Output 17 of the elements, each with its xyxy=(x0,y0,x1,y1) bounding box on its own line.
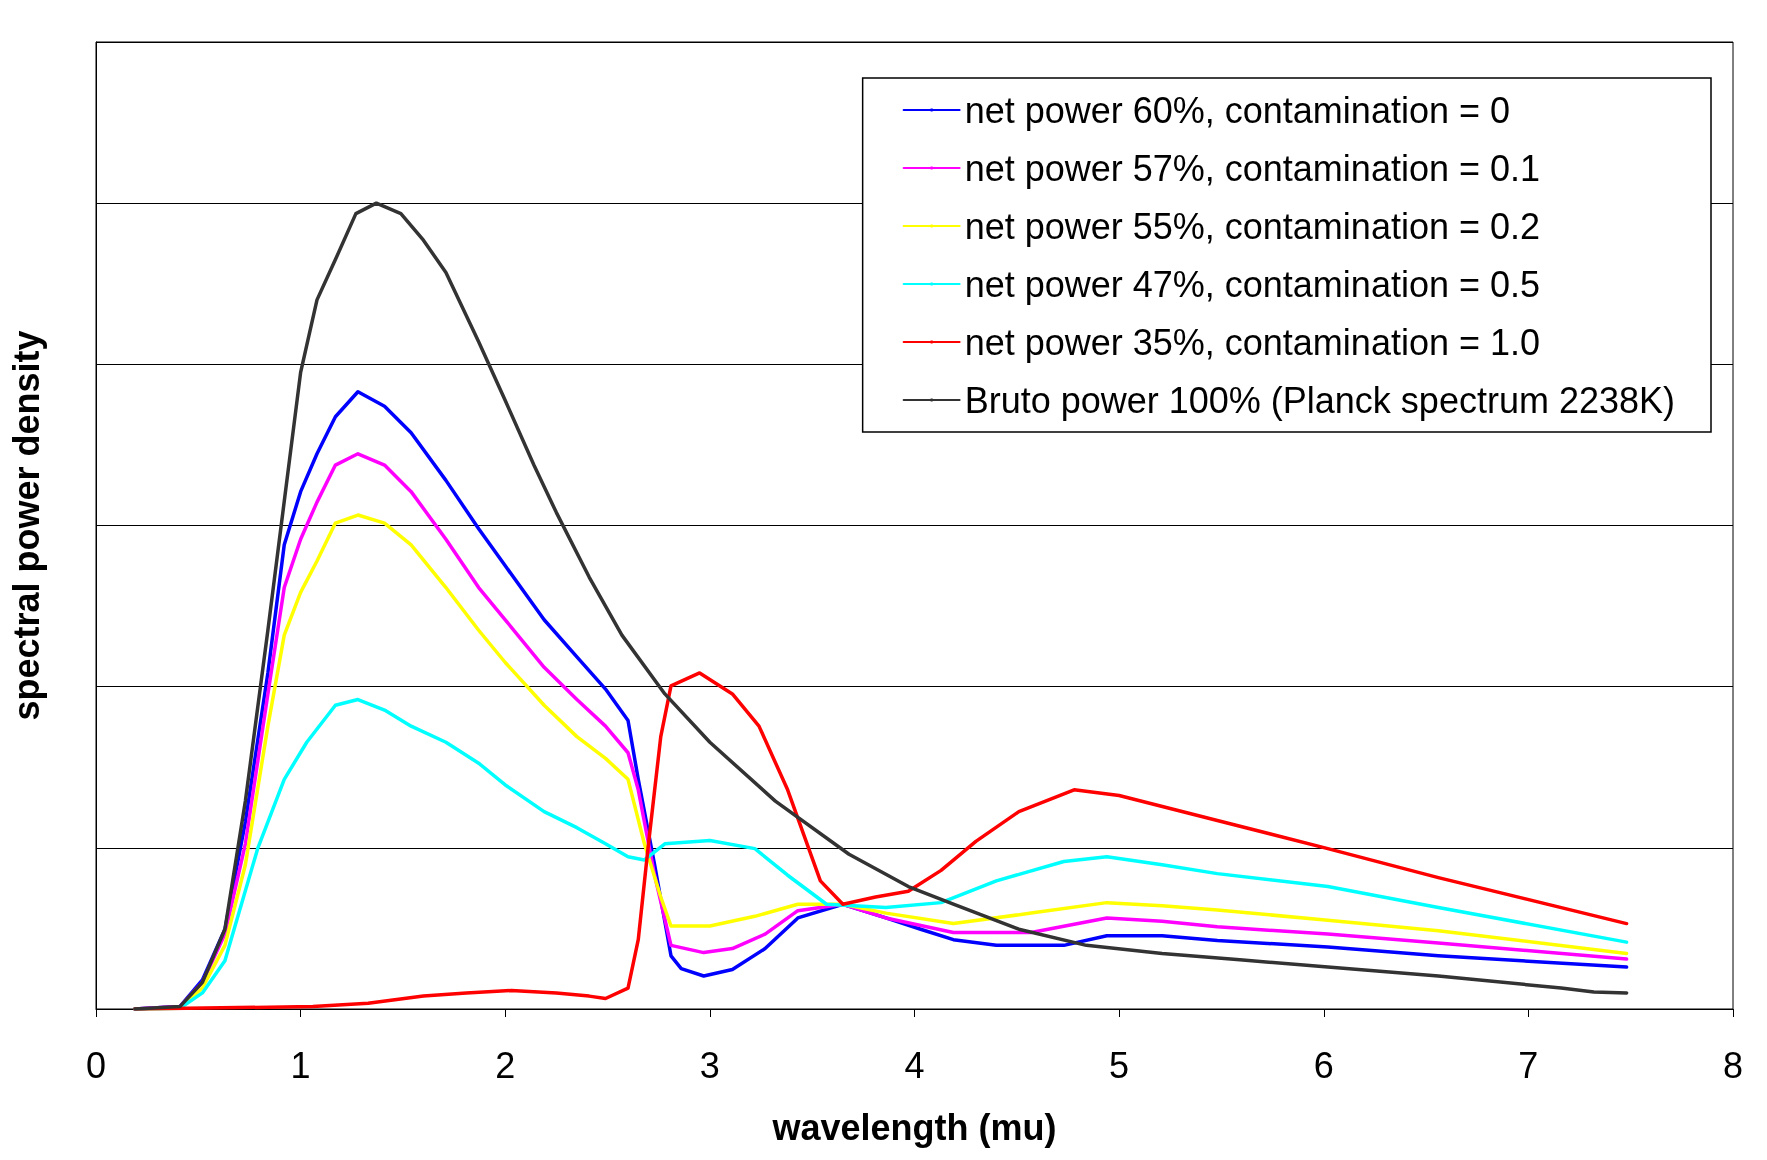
x-tick-label: 3 xyxy=(699,1044,720,1086)
x-axis-title: wavelength (mu) xyxy=(771,1106,1057,1148)
legend-label: Bruto power 100% (Planck spectrum 2238K) xyxy=(964,379,1676,421)
legend-label: net power 55%, contamination = 0.2 xyxy=(964,205,1541,247)
x-tick-label: 8 xyxy=(1722,1044,1744,1086)
y-axis-title: spectral power density xyxy=(5,330,47,721)
legend-label: net power 35%, contamination = 1.0 xyxy=(964,321,1541,363)
x-tick-label: 6 xyxy=(1313,1044,1334,1086)
legend-label: net power 60%, contamination = 0 xyxy=(964,89,1510,131)
legend-label: net power 57%, contamination = 0.1 xyxy=(964,147,1541,189)
x-tick-label: 2 xyxy=(495,1044,516,1086)
x-tick-label: 0 xyxy=(85,1044,107,1086)
x-tick-label: 1 xyxy=(290,1044,311,1086)
x-tick-label: 7 xyxy=(1518,1044,1539,1086)
legend-label: net power 47%, contamination = 0.5 xyxy=(964,263,1541,305)
x-tick-label: 5 xyxy=(1109,1044,1130,1086)
x-tick-label: 4 xyxy=(904,1044,925,1086)
